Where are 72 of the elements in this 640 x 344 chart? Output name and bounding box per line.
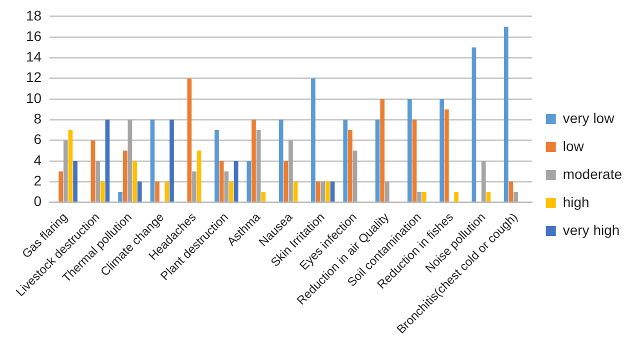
bar [508,182,514,202]
bar [96,161,100,202]
bar [412,120,417,202]
bar [481,161,486,202]
y-tick-label: 4 [34,152,42,168]
bar [118,192,122,202]
bar [326,182,330,202]
bar [288,140,293,202]
bar [192,171,196,202]
bar [472,47,476,202]
y-tick-label: 6 [34,131,42,148]
bar [380,99,385,202]
bar [320,182,326,202]
bar [316,182,320,202]
bar [444,109,449,202]
bar [58,171,63,202]
bar [408,99,412,202]
bar [330,182,335,202]
bar [385,182,390,202]
bar [229,182,234,202]
bar [90,140,96,202]
bar [504,26,508,202]
bar [417,192,422,202]
bar [128,120,132,202]
bar [252,120,256,202]
bar [150,120,155,202]
bar [187,78,192,202]
bar [214,130,219,202]
y-tick-label: 2 [34,172,42,189]
bar [343,120,348,202]
bar [132,161,137,202]
bar [256,130,261,202]
bar [170,120,174,202]
y-tick-label: 12 [26,69,42,86]
bar [63,140,68,202]
bar [137,182,142,202]
y-tick-label: 0 [34,193,42,210]
legend-label: very high [562,222,620,238]
y-tick-label: 16 [26,28,42,44]
bar [234,161,238,202]
bar [100,182,105,202]
bar [486,192,491,202]
bar [122,150,128,202]
bar [73,161,78,202]
bar [352,150,358,202]
bar [68,130,73,202]
bar [164,182,170,202]
legend-label: high [562,194,590,210]
y-tick-label: 8 [34,110,42,127]
legend-label: moderate [562,166,622,182]
bar [224,171,229,202]
legend-label: very low [562,110,616,126]
y-tick-label: 10 [26,90,42,106]
bar [348,130,352,202]
bar [261,192,266,202]
y-tick-label: 18 [26,7,42,24]
bar [278,120,284,202]
bar [155,182,160,202]
bar [293,182,298,202]
bar [105,120,110,202]
bar [246,161,252,202]
bar [196,150,202,202]
bar [219,161,224,202]
legend-label: low [562,138,585,154]
bar [440,99,444,202]
bar [284,161,288,202]
bar [514,192,518,202]
y-tick-label: 14 [26,48,42,65]
bar [454,192,458,202]
bar [311,78,316,202]
bar [375,120,380,202]
bar [422,192,426,202]
